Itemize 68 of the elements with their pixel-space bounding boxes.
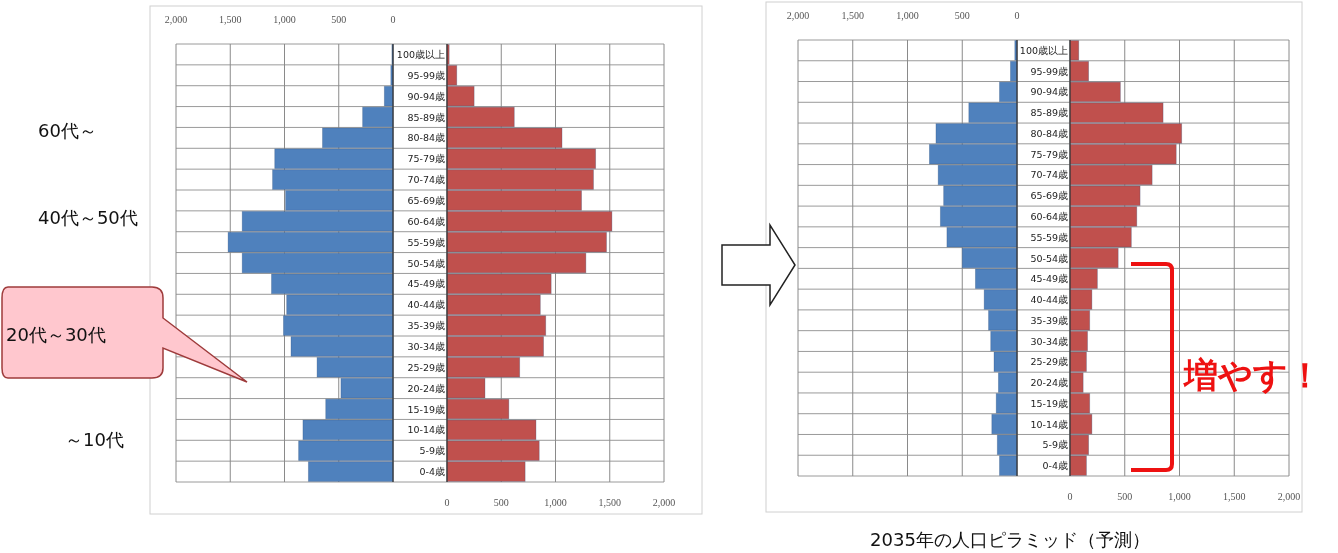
y-tick-label: 20-24歳 — [1030, 377, 1068, 389]
y-tick-label: 10-14歳 — [1030, 418, 1068, 430]
annotation: 増やす！ — [1182, 355, 1322, 395]
y-tick-label: 60-64歳 — [407, 215, 445, 227]
y-tick-label: 55-59歳 — [407, 236, 445, 248]
y-tick-label: 20-24歳 — [407, 382, 445, 394]
y-tick-label: 45-49歳 — [1030, 273, 1068, 285]
y-tick-label: 30-34歳 — [407, 340, 445, 352]
x-tick-label: 2,000 — [1277, 491, 1301, 502]
x-tick-label: 0 — [1067, 491, 1073, 502]
y-tick-label: 65-69歳 — [407, 194, 445, 206]
y-tick-label: 15-19歳 — [407, 403, 445, 415]
text: ～10代 — [65, 429, 124, 450]
text: 20代～30代 — [6, 324, 106, 345]
y-tick-label: 50-54歳 — [407, 257, 445, 269]
y-tick-label: 85-89歳 — [407, 111, 445, 123]
x-tick-label: 500 — [493, 497, 509, 508]
y-tick-label: 60-64歳 — [1030, 210, 1068, 222]
y-tick-label: 75-79歳 — [1030, 148, 1068, 160]
x-tick-label: 2,000 — [652, 497, 676, 508]
x-tick-label: 1,500 — [598, 497, 621, 508]
y-tick-label: 70-74歳 — [407, 174, 445, 186]
y-tick-label: 10-14歳 — [407, 424, 445, 436]
y-tick-label: 80-84歳 — [407, 132, 445, 144]
y-tick-label: 95-99歳 — [407, 69, 445, 81]
y-tick-label: 35-39歳 — [407, 320, 445, 332]
y-tick-label: 25-29歳 — [407, 361, 445, 373]
y-tick-label: 5-9歳 — [1042, 439, 1068, 451]
y-tick-label: 15-19歳 — [1030, 397, 1068, 409]
y-tick-label: 0-4歳 — [419, 466, 445, 478]
x-tick-label: 2,000 — [164, 14, 188, 25]
text: 2035年の人口ピラミッド（予測） — [870, 529, 1150, 550]
y-tick-label: 65-69歳 — [1030, 190, 1068, 202]
x-tick-label: 500 — [1117, 491, 1133, 502]
y-tick-label: 70-74歳 — [1030, 169, 1068, 181]
y-tick-label: 55-59歳 — [1030, 231, 1068, 243]
x-tick-label: 500 — [331, 14, 347, 25]
x-tick-label: 0 — [390, 14, 396, 25]
x-tick-label: 2,000 — [786, 10, 810, 21]
y-tick-label: 85-89歳 — [1030, 107, 1068, 119]
x-tick-label: 1,000 — [896, 10, 919, 21]
y-tick-label: 30-34歳 — [1030, 335, 1068, 347]
y-tick-label: 80-84歳 — [1030, 127, 1068, 139]
y-tick-label: 40-44歳 — [1030, 294, 1068, 306]
y-tick-label: 75-79歳 — [407, 153, 445, 165]
text: 40代～50代 — [38, 207, 138, 228]
y-tick-label: 50-54歳 — [1030, 252, 1068, 264]
x-tick-label: 1,500 — [841, 10, 864, 21]
x-tick-label: 0 — [444, 497, 450, 508]
y-tick-label: 95-99歳 — [1030, 65, 1068, 77]
y-tick-label: 90-94歳 — [1030, 86, 1068, 98]
x-tick-label: 1,000 — [273, 14, 296, 25]
y-tick-label: 100歳以上 — [1019, 44, 1068, 56]
x-tick-label: 1,000 — [544, 497, 567, 508]
x-tick-label: 0 — [1014, 10, 1020, 21]
y-tick-label: 45-49歳 — [407, 278, 445, 290]
x-tick-label: 500 — [954, 10, 970, 21]
x-tick-label: 1,500 — [219, 14, 242, 25]
y-tick-label: 5-9歳 — [419, 445, 445, 457]
y-tick-label: 0-4歳 — [1042, 460, 1068, 472]
x-tick-label: 1,500 — [1223, 491, 1246, 502]
y-tick-label: 35-39歳 — [1030, 314, 1068, 326]
y-tick-label: 90-94歳 — [407, 90, 445, 102]
text: 60代～ — [38, 120, 97, 141]
y-tick-label: 40-44歳 — [407, 299, 445, 311]
y-tick-label: 25-29歳 — [1030, 356, 1068, 368]
y-tick-label: 100歳以上 — [396, 48, 445, 60]
x-tick-label: 1,000 — [1168, 491, 1191, 502]
